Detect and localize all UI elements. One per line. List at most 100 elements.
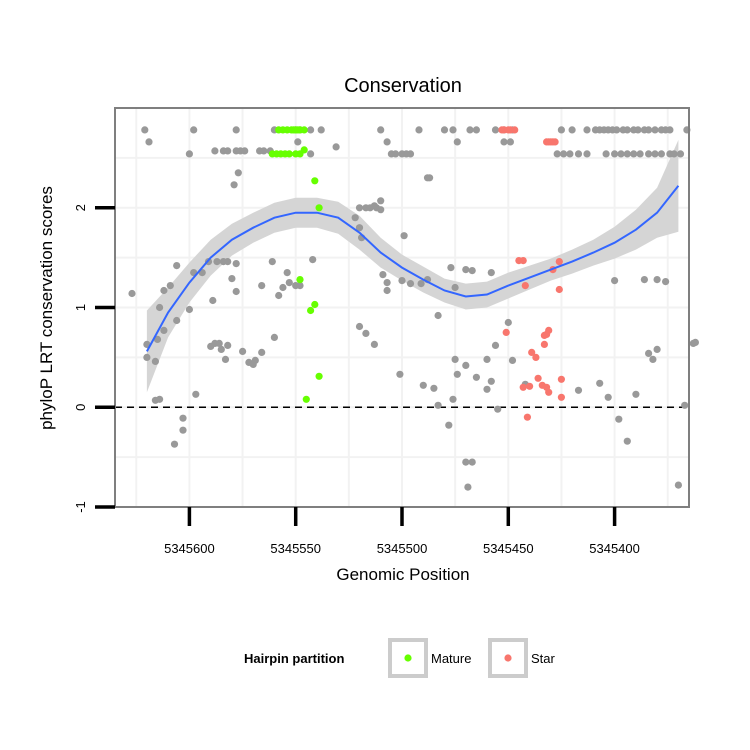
point-star — [511, 126, 519, 134]
point-other — [653, 276, 661, 284]
point-other — [185, 150, 193, 158]
point-other — [143, 353, 151, 361]
x-tick-label: 5345450 — [483, 541, 534, 556]
point-other — [676, 150, 685, 158]
point-other — [268, 258, 276, 266]
point-star — [540, 331, 549, 339]
point-other — [151, 396, 159, 404]
point-star — [540, 340, 549, 348]
point-other — [491, 126, 500, 134]
point-other — [379, 271, 387, 279]
point-other — [604, 393, 612, 401]
point-other — [251, 356, 259, 364]
point-star — [545, 388, 553, 396]
point-other — [241, 147, 249, 155]
point-other — [383, 138, 391, 146]
point-star — [526, 382, 534, 390]
legend-dot-mature — [404, 654, 412, 662]
point-other — [613, 126, 621, 134]
point-star — [551, 138, 559, 146]
point-other — [494, 405, 502, 413]
point-other — [232, 287, 240, 296]
point-other — [504, 318, 512, 327]
point-other — [406, 280, 415, 288]
point-other — [309, 256, 317, 264]
point-other — [649, 355, 657, 363]
point-other — [611, 150, 619, 158]
point-other — [179, 414, 187, 422]
point-other — [651, 126, 659, 134]
point-other — [487, 269, 495, 277]
point-other — [583, 126, 591, 134]
y-tick-label: 2 — [73, 204, 88, 211]
point-other — [557, 126, 566, 134]
point-other — [285, 279, 293, 287]
point-other — [462, 361, 470, 369]
point-other — [230, 181, 238, 189]
point-star — [555, 285, 563, 294]
y-axis: -1 0 1 2 — [73, 204, 115, 513]
point-other — [383, 279, 391, 287]
point-other — [472, 126, 480, 134]
point-other — [398, 277, 406, 285]
point-other — [173, 316, 181, 325]
x-tick-label: 5345550 — [270, 541, 321, 556]
point-other — [417, 280, 425, 288]
point-star — [521, 282, 529, 290]
point-other — [451, 355, 459, 363]
point-other — [156, 303, 164, 312]
point-other — [645, 126, 653, 134]
point-star — [557, 375, 566, 383]
point-other — [691, 338, 700, 346]
plot-panel — [114, 107, 700, 508]
point-other — [623, 150, 631, 158]
x-tick-label: 5345400 — [589, 541, 640, 556]
point-other — [128, 289, 136, 298]
point-other — [483, 385, 491, 393]
point-mature — [300, 146, 308, 154]
legend-title: Hairpin partition — [244, 651, 344, 666]
legend-label-mature: Mature — [431, 651, 471, 666]
point-other — [258, 348, 266, 356]
point-other — [645, 150, 653, 158]
point-other — [508, 356, 517, 364]
point-other — [406, 150, 415, 158]
point-other — [224, 258, 232, 266]
point-other — [239, 347, 247, 355]
legend-dot-star — [504, 654, 512, 662]
point-other — [602, 150, 610, 158]
point-other — [464, 483, 472, 491]
point-other — [466, 126, 474, 134]
point-other — [491, 341, 500, 349]
point-other — [213, 258, 221, 266]
point-mature — [311, 177, 319, 185]
legend-label-star: Star — [531, 651, 556, 666]
point-other — [151, 357, 159, 365]
x-axis: 5345600 5345550 5345500 5345450 5345400 — [164, 507, 640, 556]
point-other — [630, 150, 638, 158]
point-other — [445, 421, 453, 429]
point-mature — [300, 126, 308, 134]
point-other — [462, 458, 470, 466]
point-other — [215, 339, 223, 347]
point-other — [232, 260, 240, 268]
point-other — [666, 126, 674, 134]
point-other — [449, 395, 457, 403]
point-other — [566, 150, 574, 158]
point-other — [574, 150, 583, 158]
point-other — [332, 143, 340, 151]
point-other — [355, 322, 364, 331]
point-other — [453, 370, 461, 378]
point-star — [523, 413, 532, 421]
point-other — [275, 291, 283, 300]
confidence-ribbon — [146, 139, 679, 393]
point-mature — [311, 300, 319, 309]
point-other — [468, 267, 476, 275]
point-other — [234, 169, 242, 177]
point-other — [179, 426, 187, 434]
data-points — [128, 126, 700, 491]
point-other — [447, 264, 455, 272]
point-other — [173, 262, 181, 270]
point-other — [166, 282, 174, 290]
point-other — [434, 311, 442, 320]
